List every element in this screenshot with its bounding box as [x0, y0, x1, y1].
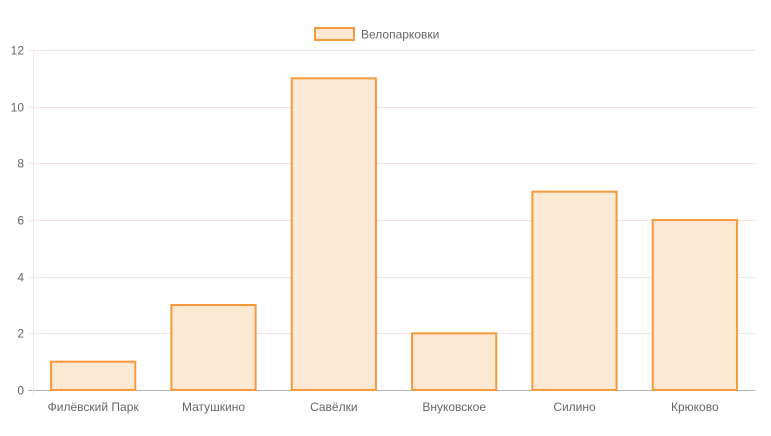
bar[interactable] [50, 360, 137, 391]
bar[interactable] [170, 304, 257, 391]
y-tick-label: 8 [17, 157, 24, 171]
y-tick-label: 2 [17, 327, 24, 341]
legend-swatch[interactable] [314, 27, 355, 41]
legend-label[interactable]: Велопарковки [361, 28, 439, 42]
x-tick-label: Филёвский Парк [48, 400, 140, 414]
bars [50, 77, 738, 392]
bar[interactable] [411, 332, 498, 392]
x-tick-label: Савёлки [310, 400, 357, 414]
legend[interactable]: Велопарковки [314, 27, 439, 42]
x-axis: Филёвский Парк Матушкино Савёлки Внуковское… [48, 400, 719, 414]
y-tick-label: 0 [17, 384, 24, 398]
grid-lines [28, 50, 755, 395]
y-axis: 0 2 4 6 8 10 12 [11, 44, 25, 398]
bar[interactable] [651, 219, 738, 391]
bar[interactable] [531, 190, 618, 391]
y-tick-label: 6 [17, 214, 24, 228]
x-tick-label: Силино [553, 400, 596, 414]
y-tick-label: 10 [11, 101, 25, 115]
y-tick-label: 12 [11, 44, 25, 58]
y-tick-label: 4 [17, 271, 24, 285]
x-tick-label: Внуковское [422, 400, 486, 414]
bar[interactable] [290, 77, 377, 391]
x-tick-label: Матушкино [182, 400, 245, 414]
x-tick-label: Крюково [671, 400, 719, 414]
